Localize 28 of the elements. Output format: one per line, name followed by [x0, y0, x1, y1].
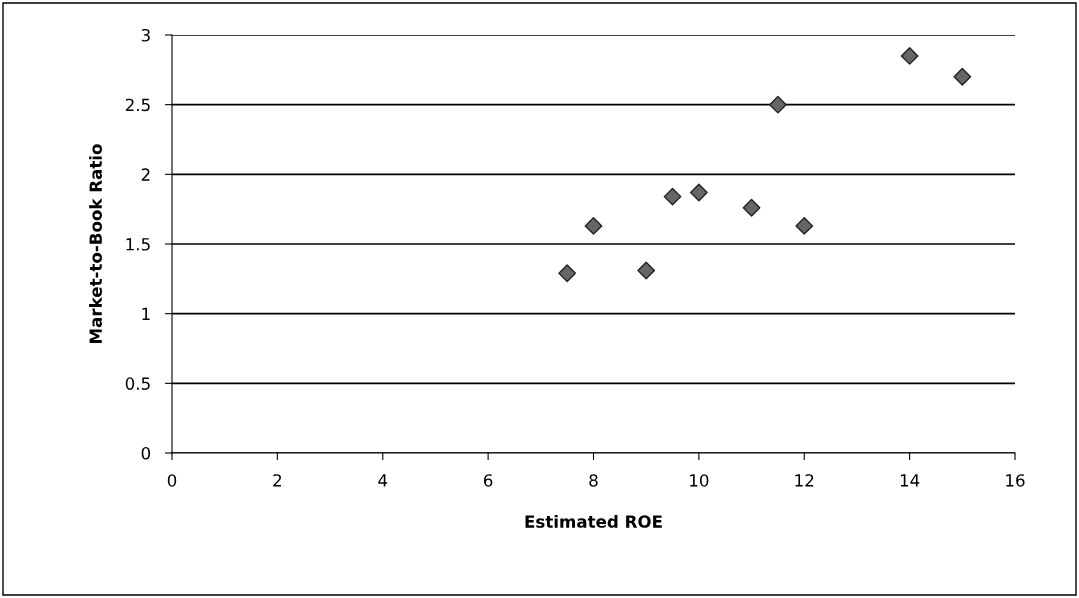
- x-tick-label: 16: [1006, 474, 1025, 487]
- y-tick-label: 3: [141, 28, 150, 42]
- x-tick-label: 12: [795, 474, 814, 487]
- point: [663, 187, 682, 206]
- y-tick-label: 1.5: [126, 238, 150, 251]
- point: [900, 46, 919, 65]
- point: [742, 198, 761, 217]
- point: [953, 67, 972, 86]
- y-tick-label: 2.5: [125, 98, 150, 112]
- y-tick-label: 0.5: [125, 377, 150, 390]
- point: [689, 183, 708, 202]
- x-axis-title: Estimated ROE: [525, 514, 662, 528]
- x-tick-label: 4: [378, 474, 388, 487]
- point: [558, 264, 577, 283]
- x-tick-label: 0: [167, 474, 177, 487]
- point: [584, 216, 603, 235]
- y-axis-title: Market-to-Book Ratio: [89, 144, 102, 343]
- y-tick-label: 2: [141, 168, 150, 181]
- x-tick-label: 6: [483, 474, 493, 487]
- y-tick-label: 0: [141, 446, 151, 460]
- point: [795, 216, 814, 235]
- x-tick-label: 14: [900, 474, 920, 487]
- point: [768, 95, 787, 114]
- y-tick-label: 1: [142, 307, 150, 320]
- x-tick-label: 2: [273, 474, 282, 487]
- point: [637, 261, 656, 280]
- x-tick-label: 10: [690, 474, 709, 487]
- x-tick-label: 8: [589, 474, 598, 487]
